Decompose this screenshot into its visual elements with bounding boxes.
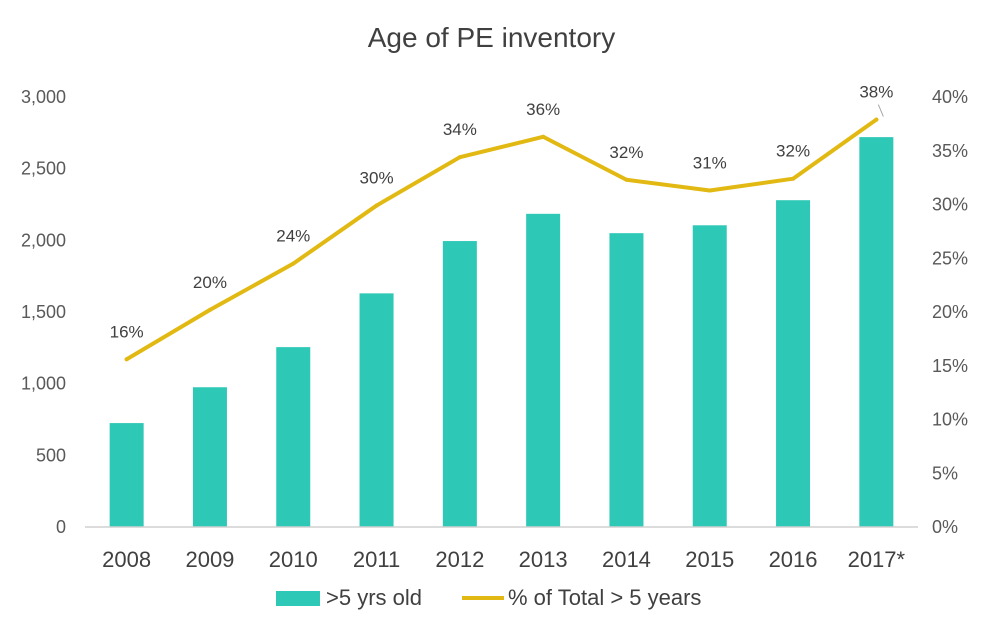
- bar-2010: [276, 347, 311, 527]
- percent-series-line: [124, 117, 879, 362]
- percent-data-label: 38%: [859, 83, 893, 102]
- left-axis-tick-label: 0: [56, 517, 66, 537]
- percent-series-point: [791, 176, 796, 181]
- percent-data-label: 24%: [276, 227, 310, 246]
- right-axis-tick-label: 35%: [932, 141, 968, 161]
- bar-2014: [609, 233, 644, 527]
- x-axis-category-label: 2008: [102, 547, 151, 572]
- percent-series-point: [124, 357, 129, 362]
- x-axis-category-label: 2014: [602, 547, 651, 572]
- left-axis-tick-label: 2,000: [21, 230, 66, 250]
- x-axis-category-label: 2016: [769, 547, 818, 572]
- left-axis-tick-label: 2,500: [21, 159, 66, 179]
- x-axis-category-label: 2013: [519, 547, 568, 572]
- bar-2017: [859, 137, 894, 527]
- bar-2011: [359, 293, 394, 527]
- right-axis-tick-label: 20%: [932, 302, 968, 322]
- x-axis-category-label: 2011: [353, 547, 400, 572]
- percent-series-point: [624, 177, 629, 182]
- bar-2013: [526, 213, 561, 528]
- percent-series-point: [457, 155, 462, 160]
- percent-data-label: 36%: [526, 100, 560, 119]
- percent-series-point: [874, 117, 879, 122]
- right-axis-tick-label: 30%: [932, 195, 968, 215]
- percent-data-label: 32%: [609, 143, 643, 162]
- right-axis-tick-label: 15%: [932, 356, 968, 376]
- right-axis-tick-label: 25%: [932, 248, 968, 268]
- right-axis-tick-label: 5%: [932, 463, 958, 483]
- legend-label-line: % of Total > 5 years: [508, 585, 701, 610]
- percent-data-label: 34%: [443, 120, 477, 139]
- legend-label-bars: >5 yrs old: [326, 585, 422, 610]
- bar-2016: [776, 200, 811, 527]
- x-axis-category-label: 2009: [185, 547, 234, 572]
- percent-series-point: [374, 203, 379, 208]
- bar-2009: [192, 387, 227, 527]
- data-label-leader-line: [877, 104, 884, 117]
- percent-data-label: 32%: [776, 142, 810, 161]
- chart-title: Age of PE inventory: [367, 22, 616, 53]
- bar-2012: [442, 241, 477, 528]
- percent-series-point: [207, 307, 212, 312]
- right-axis-tick-label: 10%: [932, 410, 968, 430]
- right-axis-tick-label: 0%: [932, 517, 958, 537]
- percent-data-label: 16%: [110, 322, 144, 341]
- x-axis-category-label: 2010: [269, 547, 318, 572]
- percent-series-point: [291, 261, 296, 266]
- x-axis-category-label: 2017*: [848, 547, 906, 572]
- percent-series-point: [707, 188, 712, 193]
- percent-data-label: 30%: [360, 169, 394, 188]
- bar-2015: [692, 225, 727, 528]
- left-axis-tick-label: 1,000: [21, 374, 66, 394]
- legend-bar-swatch: [276, 591, 320, 606]
- left-axis-tick-label: 1,500: [21, 302, 66, 322]
- percent-series-point: [541, 134, 546, 139]
- bar-2008: [109, 423, 144, 527]
- percent-data-label: 31%: [693, 154, 727, 173]
- left-axis-tick-label: 3,000: [21, 87, 66, 107]
- left-axis-tick-label: 500: [36, 445, 66, 465]
- percent-data-label: 20%: [193, 273, 227, 292]
- x-axis-category-label: 2015: [685, 547, 734, 572]
- x-axis-category-label: 2012: [435, 547, 484, 572]
- right-axis-tick-label: 40%: [932, 87, 968, 107]
